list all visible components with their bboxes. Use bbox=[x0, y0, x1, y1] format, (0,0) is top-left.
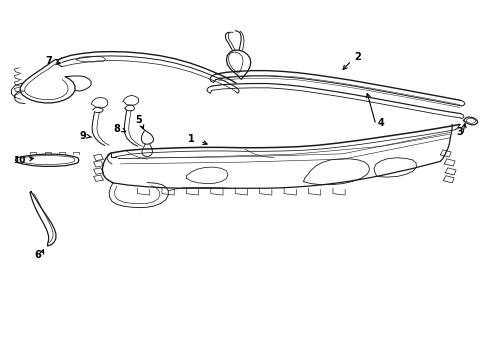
Text: 4: 4 bbox=[377, 118, 384, 128]
Text: 5: 5 bbox=[136, 115, 143, 125]
Text: 9: 9 bbox=[79, 131, 86, 141]
Text: 8: 8 bbox=[114, 124, 121, 134]
Text: 3: 3 bbox=[457, 127, 464, 136]
Text: 7: 7 bbox=[45, 56, 52, 66]
Text: 1: 1 bbox=[188, 134, 195, 144]
Text: 6: 6 bbox=[34, 250, 41, 260]
Text: 2: 2 bbox=[354, 52, 361, 62]
Text: 10: 10 bbox=[13, 157, 25, 166]
